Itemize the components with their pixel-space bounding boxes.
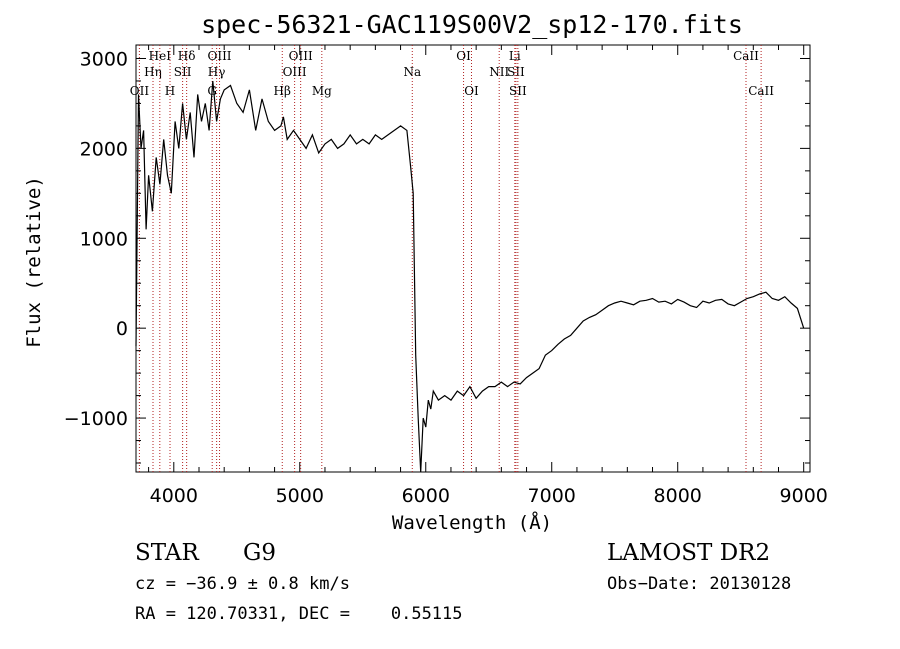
survey-name: LAMOST DR2 xyxy=(607,540,771,566)
redshift-velocity: cz = −36.9 ± 0.8 km/s xyxy=(135,574,350,594)
x-tick-label: 6000 xyxy=(402,485,450,507)
spectral-line-label: SII xyxy=(509,84,527,98)
spectral-line-label: OIII xyxy=(289,49,313,63)
spectral-line-label: SII xyxy=(174,65,192,79)
coordinates: RA = 120.70331, DEC = 0.55115 xyxy=(135,604,463,624)
spectral-line-label: CaII xyxy=(733,49,759,63)
x-tick-label: 7000 xyxy=(528,485,576,507)
x-tick-label: 9000 xyxy=(780,485,828,507)
spectral-line-label: Mg xyxy=(312,84,332,98)
y-tick-label: 1000 xyxy=(80,228,128,250)
spectral-line-label: OII xyxy=(130,84,150,98)
axis-layer: 4000 5000 6000 7000 8000 9000 −1000 0 1000 2000 30… xyxy=(64,44,828,507)
y-tick-label: 2000 xyxy=(80,138,128,160)
spectrum-line xyxy=(135,80,805,473)
spectral-line-label: OIII xyxy=(207,49,231,63)
spectral-line-label: H xyxy=(165,84,175,98)
spectral-line-label: SII xyxy=(507,65,525,79)
x-tick-label: 5000 xyxy=(276,485,324,507)
object-class: STAR xyxy=(135,540,199,566)
spectral-line-label: Na xyxy=(403,65,421,79)
spectral-line-label: Hβ xyxy=(274,84,291,98)
y-axis-title: Flux (relative) xyxy=(23,176,45,348)
x-tick-label: 8000 xyxy=(654,485,702,507)
object-subclass: G9 xyxy=(243,540,277,566)
spectral-line-label: NII xyxy=(489,65,509,79)
line-marker-layer: OIIHηHeIHSIIHδGHγOIIIHβOIIIOIIIMgNaOIOIN… xyxy=(130,45,774,472)
spectral-line-label: HeI xyxy=(149,49,172,63)
x-axis-title: Wavelength (Å) xyxy=(392,511,552,534)
spectral-line-label: OI xyxy=(464,84,479,98)
spectral-line-label: OI xyxy=(456,49,471,63)
spectral-line-label: OIII xyxy=(283,65,307,79)
observation-date: Obs−Date: 20130128 xyxy=(607,574,792,594)
y-tick-label: −1000 xyxy=(64,408,128,430)
spectral-line-label: Hδ xyxy=(178,49,196,63)
y-tick-label: 3000 xyxy=(80,48,128,70)
spectral-line-label: Hη xyxy=(144,65,162,79)
spectral-line-label: Hγ xyxy=(208,65,226,79)
y-tick-label: 0 xyxy=(116,318,128,340)
spectral-line-label: Li xyxy=(509,49,521,63)
spectral-line-label: CaII xyxy=(748,84,774,98)
plot-frame xyxy=(135,44,811,473)
x-tick-label: 4000 xyxy=(150,485,198,507)
series-layer xyxy=(135,80,805,473)
chart-title: spec-56321-GAC119S00V2_sp12-170.fits xyxy=(201,10,743,39)
